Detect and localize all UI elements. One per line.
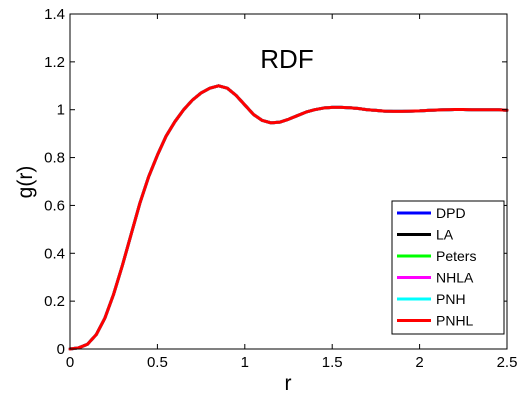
x-tick-label: 1.5: [322, 354, 343, 371]
legend-label-dpd: DPD: [436, 205, 466, 221]
x-axis-label: r: [285, 372, 292, 395]
y-axis-label: g(r): [14, 166, 37, 199]
y-tick-label: 0.8: [44, 150, 65, 167]
y-tick-label: 1: [57, 102, 65, 119]
x-tick-label: 2: [415, 354, 423, 371]
legend-label-nhla: NHLA: [436, 270, 474, 286]
ticks-layer: 0 0.5 1 1.5 2 2.5 0 0.2 0.4 0.6 0.8 1 1.2 1.4: [44, 6, 517, 371]
y-tick-label: 0.6: [44, 197, 65, 214]
legend-label-pnh: PNH: [436, 291, 466, 307]
y-tick-label: 0.4: [44, 245, 65, 262]
series-layer: [68, 84, 509, 351]
legend-label-peters: Peters: [436, 248, 476, 264]
x-tick-label: 2.5: [497, 354, 518, 371]
y-tick-label: 0: [57, 341, 65, 358]
y-tick-label: 0.2: [44, 293, 65, 310]
y-tick-label: 1.2: [44, 54, 65, 71]
series-line-pnhl: [68, 84, 509, 351]
x-tick-label: 1: [241, 354, 249, 371]
legend: DPD LA Peters NHLA PNH PNHL: [391, 200, 505, 335]
legend-label-pnhl: PNHL: [436, 313, 474, 329]
chart-title: RDF: [260, 44, 313, 74]
legend-box: [391, 200, 505, 335]
plot-frame: [69, 13, 508, 350]
y-tick-label: 1.4: [44, 6, 65, 23]
x-tick-label: 0.5: [147, 354, 168, 371]
legend-label-la: LA: [436, 227, 454, 243]
x-tick-label: 0: [66, 354, 74, 371]
